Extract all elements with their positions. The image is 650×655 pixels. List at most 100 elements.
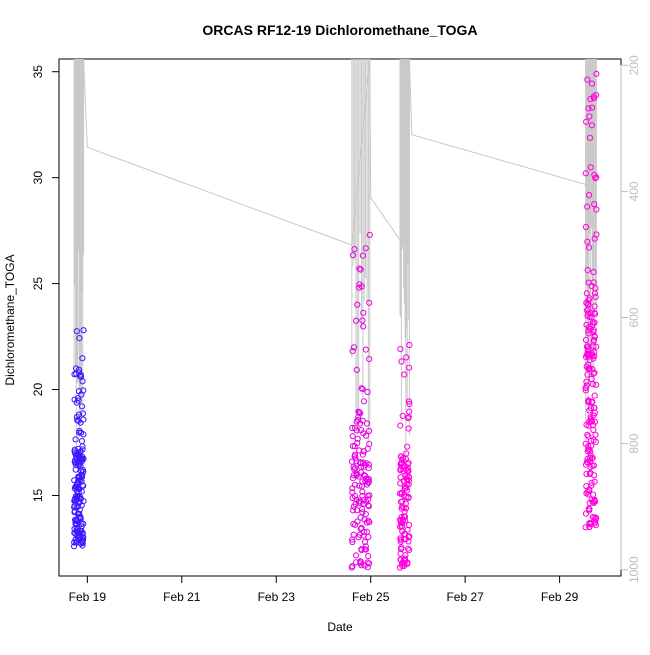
data-point (348, 564, 355, 571)
data-point (355, 473, 362, 480)
data-point (357, 525, 364, 532)
data-point (398, 523, 405, 530)
data-point (358, 524, 365, 532)
data-point (357, 558, 364, 566)
data-point (350, 531, 357, 538)
data-point (356, 265, 363, 272)
data-point (399, 498, 406, 505)
data-point (585, 105, 592, 112)
y2-tick-label: 400 (627, 181, 641, 201)
data-point (79, 410, 87, 417)
data-point (588, 399, 595, 406)
data-point (351, 466, 358, 473)
data-point (582, 223, 590, 231)
data-point (358, 547, 365, 554)
data-point (362, 245, 369, 252)
data-point (360, 323, 367, 330)
data-point (349, 424, 356, 432)
data-point (349, 443, 356, 450)
data-point (351, 451, 359, 458)
altitude-transit-line (400, 58, 589, 242)
data-point (589, 104, 596, 111)
data-point (590, 437, 597, 444)
data-point (590, 336, 598, 343)
data-point (73, 413, 81, 421)
data-point (399, 412, 406, 419)
data-point (77, 429, 85, 436)
x-tick-label: Feb 21 (163, 590, 201, 604)
data-point (363, 528, 370, 536)
data-point (359, 506, 366, 513)
data-point (398, 520, 405, 527)
data-point (586, 134, 594, 141)
data-point (585, 446, 592, 453)
data-point (406, 341, 413, 349)
data-point (73, 328, 80, 335)
data-point (77, 495, 84, 502)
x-tick-label: Feb 29 (541, 590, 579, 604)
data-point (362, 510, 369, 518)
data-point (590, 462, 598, 469)
x-tick-label: Feb 23 (258, 590, 296, 604)
data-point (591, 369, 598, 376)
data-point (79, 482, 86, 489)
data-point (582, 353, 590, 360)
data-point (366, 427, 373, 435)
data-point (351, 246, 358, 253)
data-point (75, 445, 82, 452)
y-tick-label: 20 (31, 383, 45, 397)
data-point (72, 452, 80, 459)
data-point (586, 295, 593, 302)
data-point (349, 494, 356, 502)
data-point (593, 206, 600, 213)
data-point (590, 269, 597, 276)
data-point (358, 385, 365, 392)
data-point (358, 463, 365, 470)
data-point (591, 404, 598, 411)
data-point (592, 431, 599, 438)
data-point (586, 113, 593, 120)
data-point (403, 484, 410, 491)
data-point (402, 505, 409, 512)
data-point (353, 552, 360, 559)
y-tick-label: 15 (31, 488, 45, 502)
data-point (362, 546, 369, 553)
data-point (593, 343, 600, 350)
data-point (591, 496, 598, 503)
data-point (583, 118, 590, 125)
y-axis: 15 20 25 30 35 (31, 65, 60, 502)
data-point (591, 290, 599, 297)
data-point (73, 527, 81, 534)
data-point (78, 438, 86, 445)
data-point (349, 252, 357, 259)
data-point (79, 542, 86, 549)
data-point (593, 231, 600, 238)
data-point (356, 447, 363, 454)
data-point (583, 458, 591, 465)
data-point (351, 481, 359, 488)
data-point (405, 425, 412, 432)
data-point (584, 238, 591, 245)
data-point (76, 452, 83, 459)
data-point (405, 398, 413, 405)
data-point (359, 492, 366, 499)
data-point (591, 309, 598, 316)
data-point (359, 478, 366, 485)
data-point (360, 463, 367, 470)
data-point (588, 314, 595, 321)
data-point (584, 267, 591, 274)
y2-tick-label: 200 (627, 55, 641, 75)
data-point (404, 443, 411, 450)
data-point (590, 279, 597, 286)
data-point (586, 499, 593, 507)
data-point (406, 400, 413, 408)
data-point (360, 448, 367, 455)
data-point (360, 532, 367, 539)
data-point (397, 461, 404, 468)
data-point (406, 547, 413, 554)
data-point (587, 457, 594, 464)
data-point (591, 332, 598, 340)
data-point (365, 496, 372, 503)
data-point (363, 420, 370, 427)
data-point (77, 514, 84, 521)
